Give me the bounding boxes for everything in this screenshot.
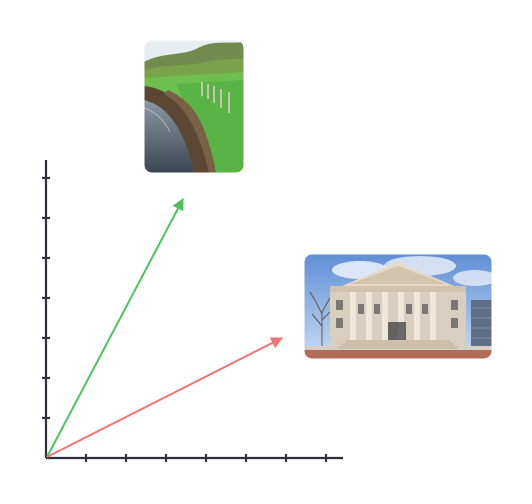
neoclassical-building-photo bbox=[304, 254, 492, 359]
top-image-frame bbox=[143, 39, 245, 174]
right-image-frame bbox=[303, 253, 493, 360]
axes bbox=[42, 160, 343, 462]
riverbank-erosion-photo bbox=[144, 40, 244, 173]
y-axis-ticks bbox=[42, 177, 50, 419]
green-vector-arrow bbox=[46, 197, 184, 458]
x-axis-ticks bbox=[85, 454, 327, 462]
red-vector-arrow bbox=[46, 337, 284, 458]
